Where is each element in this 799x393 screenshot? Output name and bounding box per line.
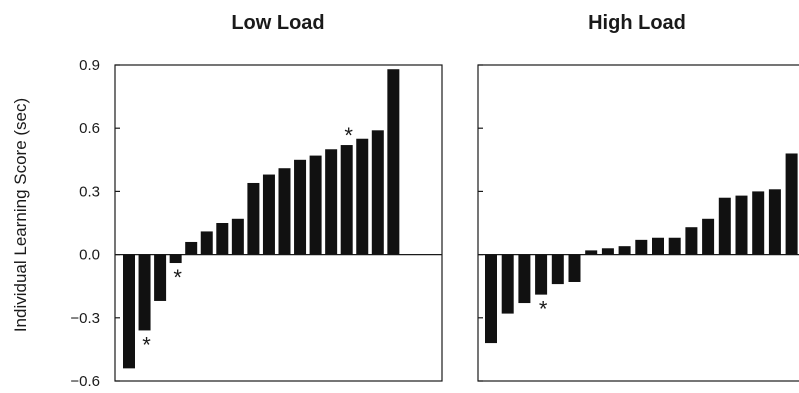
y-tick-label: 0.3 (79, 183, 100, 200)
panel-title-high-load: High Load (588, 12, 686, 34)
panel-title-low-load: Low Load (231, 12, 324, 34)
bar (123, 254, 135, 369)
bar (231, 218, 244, 255)
panel-low-load: Low Load (114, 12, 443, 382)
bars-high-load: * (485, 153, 798, 344)
bar (340, 145, 353, 255)
bar (356, 138, 369, 255)
significance-marker: * (142, 332, 151, 357)
bar (785, 153, 798, 255)
bar (585, 250, 598, 255)
bar (718, 197, 731, 255)
y-tick-label: −0.3 (70, 310, 100, 327)
y-tick-label: −0.6 (70, 373, 100, 388)
bar (568, 254, 581, 282)
bar (618, 246, 631, 255)
significance-marker: * (539, 297, 548, 322)
bar (154, 254, 167, 301)
bar (668, 237, 681, 255)
bar (652, 237, 664, 255)
y-tick-label: 0.0 (79, 247, 100, 264)
bar (169, 254, 182, 264)
y-axis: 0.9 0.6 0.3 0.0 −0.3 −0.6 (70, 57, 799, 390)
bar (485, 254, 497, 344)
bar (752, 191, 765, 255)
bar (371, 130, 384, 255)
bars-low-load: * * * (123, 69, 400, 369)
bar (185, 241, 198, 255)
bar (387, 69, 400, 255)
y-tick-label: 0.6 (79, 120, 100, 137)
significance-marker: * (173, 265, 182, 290)
bar (635, 239, 648, 255)
bar (551, 254, 564, 285)
bar (735, 195, 748, 255)
panel-high-load: High Load (477, 12, 799, 382)
bar (702, 218, 715, 255)
plot-frame-high-load (477, 64, 799, 382)
bar (518, 254, 531, 304)
bar (535, 254, 548, 295)
bar (325, 149, 338, 255)
bar (294, 159, 307, 255)
bar (138, 254, 151, 331)
bar (685, 227, 698, 255)
bar (601, 248, 614, 255)
bar (501, 254, 514, 314)
bar (768, 189, 781, 255)
bar (262, 174, 275, 255)
bar (278, 168, 291, 255)
bar (247, 182, 260, 255)
bar (216, 223, 229, 255)
y-axis-label: Individual Learning Score (sec) (11, 98, 30, 332)
bar (200, 231, 213, 255)
significance-marker: * (344, 123, 353, 148)
bar (309, 155, 322, 255)
plot-frame-low-load (114, 64, 443, 382)
y-tick-label: 0.9 (79, 57, 100, 74)
